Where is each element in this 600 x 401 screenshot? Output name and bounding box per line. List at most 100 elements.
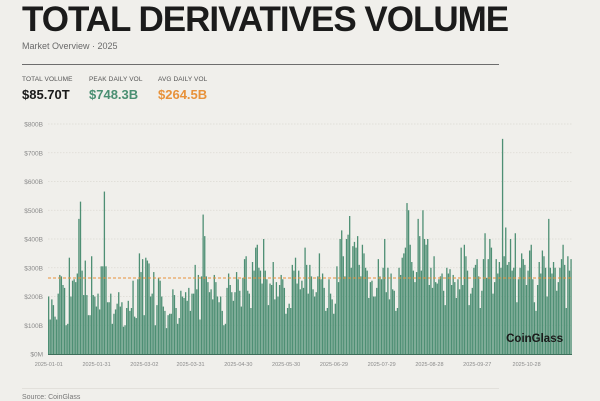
x-tick-label: 2025-05-30	[272, 362, 300, 368]
bar	[197, 274, 200, 354]
bar	[129, 310, 131, 354]
bar	[92, 295, 94, 354]
bar	[178, 318, 180, 354]
bar	[385, 292, 387, 354]
stat-value: $85.70T	[22, 87, 70, 102]
bar	[97, 293, 99, 354]
bar	[379, 276, 381, 354]
bar	[299, 289, 301, 354]
bar	[543, 256, 545, 354]
bar	[565, 308, 567, 354]
x-tick-label: 2025-01-31	[83, 362, 111, 368]
bar	[70, 296, 72, 354]
bar	[59, 274, 61, 354]
bar	[153, 272, 155, 354]
bar	[73, 279, 75, 354]
bar	[186, 300, 188, 354]
bar	[323, 287, 325, 354]
bar	[401, 257, 403, 354]
bar	[205, 276, 207, 354]
bar	[544, 267, 547, 354]
bar	[248, 293, 250, 354]
bar	[49, 319, 51, 354]
bar	[364, 267, 367, 354]
bar	[321, 273, 324, 354]
bar	[267, 305, 270, 354]
bar	[204, 236, 206, 354]
bar	[76, 273, 78, 354]
bar	[417, 218, 419, 354]
bar	[183, 297, 185, 354]
bar	[372, 296, 375, 354]
bar	[479, 308, 481, 354]
bar	[345, 239, 348, 354]
bar	[243, 259, 246, 354]
bar	[409, 244, 411, 354]
bar	[146, 260, 149, 354]
bar	[506, 264, 509, 354]
bar	[436, 283, 438, 354]
bar	[307, 293, 309, 354]
bar	[449, 269, 451, 354]
bar	[232, 300, 235, 354]
bar	[454, 282, 456, 354]
bar	[103, 191, 106, 354]
bar	[60, 276, 63, 354]
bar	[264, 270, 266, 354]
bar	[67, 323, 69, 354]
bar	[493, 282, 496, 354]
bar	[368, 297, 370, 354]
bar	[310, 276, 313, 354]
bar	[318, 253, 321, 354]
bar	[528, 250, 531, 354]
bar	[390, 273, 392, 354]
bar	[333, 313, 335, 354]
bar	[164, 310, 166, 354]
bar	[121, 302, 123, 354]
bar	[212, 299, 214, 354]
bar	[162, 306, 164, 354]
bar	[245, 256, 247, 354]
bar	[283, 287, 286, 354]
bar	[315, 292, 317, 354]
bar	[485, 277, 488, 354]
bar	[568, 270, 571, 354]
bar	[552, 262, 555, 354]
bar	[111, 323, 114, 354]
bar	[427, 239, 429, 354]
stat-label: AVG DAILY VOL	[158, 76, 208, 83]
bar	[83, 295, 85, 354]
bar	[151, 293, 153, 354]
bar	[452, 274, 454, 354]
bar	[557, 282, 559, 354]
bar	[119, 306, 121, 354]
bar	[425, 244, 427, 354]
bar	[317, 276, 319, 354]
bar	[216, 296, 219, 354]
x-tick-label: 2025-09-27	[463, 362, 491, 368]
bar	[226, 287, 228, 354]
bar	[234, 292, 236, 354]
bar	[548, 218, 550, 354]
bar	[301, 280, 303, 354]
bar	[113, 313, 115, 354]
bar	[419, 236, 421, 354]
bar	[253, 270, 255, 354]
bar	[556, 290, 558, 354]
bar	[444, 305, 446, 354]
bar	[167, 315, 169, 354]
bar	[114, 309, 117, 354]
bar	[411, 262, 413, 354]
bar	[551, 273, 553, 354]
stat-label: TOTAL VOLUME	[22, 76, 73, 83]
x-tick-label: 2025-08-28	[415, 362, 443, 368]
bar	[298, 270, 300, 354]
bar	[387, 267, 389, 354]
bar	[360, 276, 362, 354]
bar	[431, 287, 434, 354]
bar	[490, 247, 493, 354]
bar	[161, 296, 163, 354]
bar	[288, 303, 290, 354]
bar	[476, 259, 478, 354]
bar	[478, 276, 480, 354]
